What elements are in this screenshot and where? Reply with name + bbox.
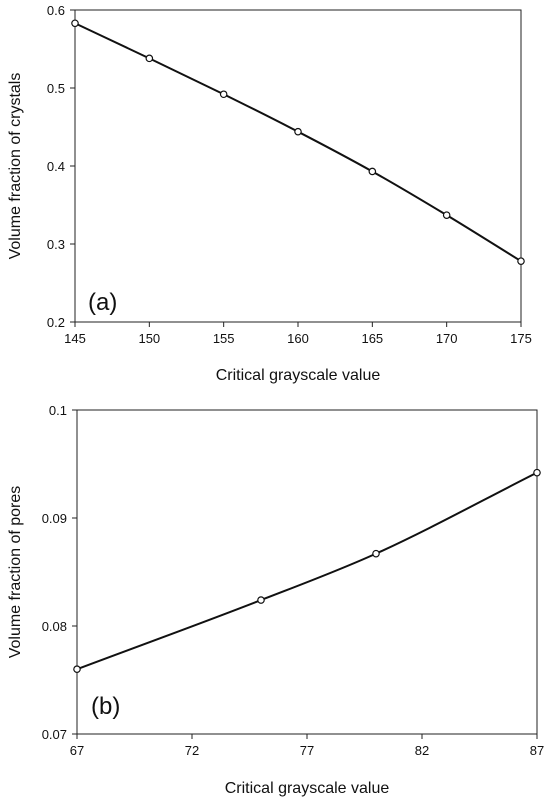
plot-area-frame	[76, 409, 538, 735]
x-tick-label: 145	[64, 331, 86, 346]
x-tick-label: 160	[287, 331, 309, 346]
panel-label: (a)	[88, 289, 117, 316]
data-point	[517, 257, 525, 265]
y-tick-label: 0.2	[47, 315, 65, 330]
data-point	[533, 468, 541, 477]
chart-panel-b: 67 72 77 82 87 0.07 0.08 0.09 0.1 Critical graysc…	[7, 403, 544, 797]
x-tick-label: 77	[300, 743, 314, 758]
x-tick-label: 87	[530, 743, 544, 758]
x-tick-label: 170	[436, 331, 458, 346]
y-tick-label: 0.5	[47, 81, 65, 96]
series-line	[76, 471, 538, 671]
x-tick-label: 175	[510, 331, 532, 346]
data-point	[73, 665, 81, 674]
panel-label: (b)	[91, 693, 120, 720]
x-tick-label: 150	[138, 331, 160, 346]
x-tick-label: 72	[185, 743, 199, 758]
y-tick-label: 0.4	[47, 159, 65, 174]
data-point	[71, 19, 79, 28]
y-axis-title: Volume fraction of pores	[7, 486, 24, 659]
x-tick-label: 82	[415, 743, 429, 758]
y-tick-label: 0.3	[47, 237, 65, 252]
x-axis-title: Critical grayscale value	[216, 367, 381, 384]
y-tick-label: 0.09	[42, 511, 67, 526]
y-tick-label: 0.6	[47, 3, 65, 18]
x-tick-label: 155	[213, 331, 235, 346]
y-axis-title: Volume fraction of crystals	[7, 73, 24, 260]
data-point	[372, 549, 380, 558]
series-line	[74, 22, 522, 263]
data-point	[294, 127, 302, 136]
x-axis-title: Critical grayscale value	[225, 780, 390, 797]
y-tick-label: 0.08	[42, 619, 67, 634]
data-point	[368, 167, 377, 176]
data-point	[257, 596, 265, 604]
y-tick-label: 0.1	[49, 403, 67, 418]
chart-panel-a: 145 150 155 160 165 170 175 0.2 0.3 0.4 0.5 0.6 Crit…	[7, 3, 532, 384]
x-tick-label: 67	[70, 743, 84, 758]
data-point	[442, 211, 451, 219]
data-point	[145, 54, 154, 63]
data-point	[219, 90, 228, 99]
x-tick-label: 165	[361, 331, 383, 346]
y-tick-label: 0.07	[42, 727, 67, 742]
plot-area-frame	[74, 9, 522, 323]
